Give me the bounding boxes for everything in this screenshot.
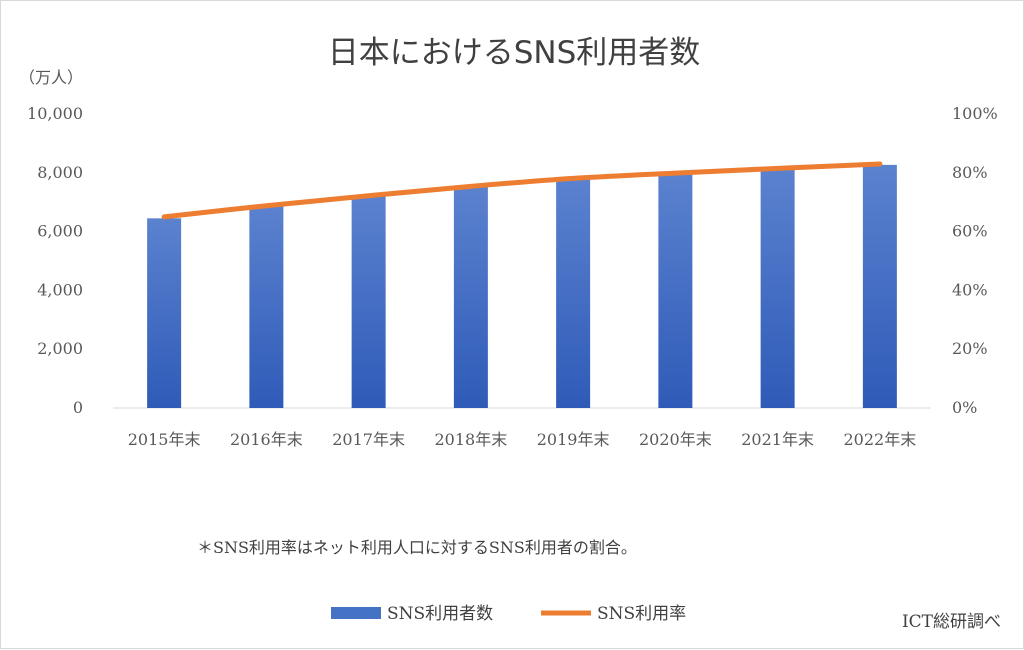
y-left-tick-label: 0 <box>73 398 83 417</box>
footnote: ＊SNS利用率はネット利用人口に対するSNS利用者の割合。 <box>197 538 637 557</box>
x-tick-label: 2015年末 <box>128 430 201 449</box>
bar <box>556 179 591 408</box>
line-layer <box>161 161 883 220</box>
axis-layer: 0 2,000 4,000 6,000 8,000 10,000 0% 20% 40% 60% 80… <box>27 104 998 449</box>
y-left-tick-label: 4,000 <box>37 280 83 299</box>
x-tick-label: 2016年末 <box>230 430 303 449</box>
x-tick-label: 2017年末 <box>332 430 405 449</box>
y-right-tick-label: 0% <box>952 398 977 417</box>
x-tick-label: 2019年末 <box>537 430 610 449</box>
x-tick-label: 2018年末 <box>435 430 508 449</box>
bar-layer <box>147 164 897 408</box>
bar <box>351 195 386 408</box>
y-axis-unit-label: （万人） <box>19 68 83 87</box>
y-right-tick-label: 40% <box>952 280 988 299</box>
bar <box>658 173 693 408</box>
y-right-tick-label: 60% <box>952 222 988 241</box>
line-series-rate <box>161 161 883 220</box>
legend-label-line: SNS利用率 <box>597 604 686 624</box>
y-left-tick-label: 2,000 <box>37 339 83 358</box>
legend-label-bar: SNS利用者数 <box>387 604 493 624</box>
y-right-tick-label: 80% <box>952 163 988 182</box>
source-note: ICT総研調べ <box>902 612 1001 632</box>
y-left-tick-label: 10,000 <box>27 104 83 123</box>
legend-swatch-bar <box>331 607 381 619</box>
bar <box>453 186 488 408</box>
chart-title: 日本におけるSNS利用者数 <box>328 35 701 71</box>
x-tick-label: 2021年末 <box>741 430 814 449</box>
bar <box>760 168 795 408</box>
y-right-tick-label: 100% <box>952 104 998 123</box>
x-tick-label: 2020年末 <box>639 430 712 449</box>
legend: SNS利用者数 SNS利用率 <box>331 604 686 624</box>
bar <box>147 218 182 408</box>
x-tick-label: 2022年末 <box>844 430 917 449</box>
y-right-tick-label: 20% <box>952 339 988 358</box>
bar <box>862 164 897 408</box>
bar <box>249 205 284 408</box>
y-left-tick-label: 8,000 <box>37 163 83 182</box>
y-left-tick-label: 6,000 <box>37 222 83 241</box>
